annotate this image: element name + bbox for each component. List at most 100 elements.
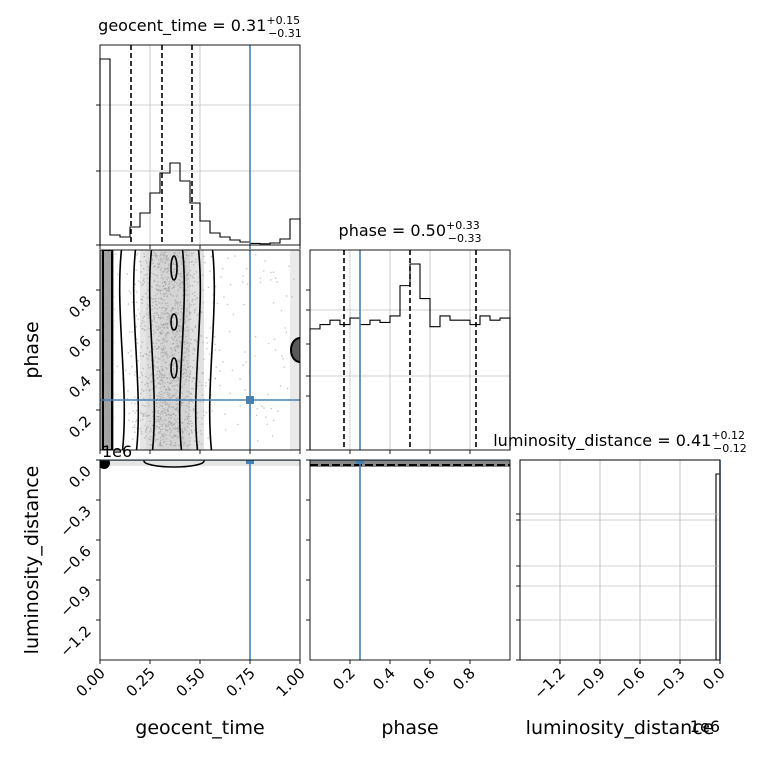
sample-point bbox=[153, 298, 155, 300]
sample-point bbox=[140, 271, 142, 273]
sample-point bbox=[169, 403, 171, 406]
sample-point bbox=[136, 301, 138, 304]
sample-point bbox=[168, 388, 170, 390]
sample-point bbox=[157, 357, 160, 360]
sample-point bbox=[174, 442, 177, 444]
sample-point bbox=[159, 439, 162, 442]
sample-point bbox=[159, 387, 161, 389]
sample-point bbox=[157, 347, 160, 350]
sample-point bbox=[183, 442, 186, 444]
sample-point bbox=[100, 419, 102, 422]
sample-point bbox=[117, 273, 119, 275]
sample-point bbox=[186, 310, 188, 312]
sample-point bbox=[189, 370, 192, 373]
sample-point bbox=[184, 411, 187, 413]
sample-point bbox=[167, 270, 169, 273]
sample-point bbox=[167, 305, 169, 307]
sample-point bbox=[282, 357, 285, 360]
sample-point bbox=[173, 408, 176, 410]
sample-point bbox=[156, 402, 159, 404]
sample-point bbox=[107, 256, 110, 259]
sample-point bbox=[152, 301, 154, 304]
sample-point bbox=[142, 317, 144, 319]
title-value: 0.41 bbox=[676, 431, 712, 450]
sample-point bbox=[163, 433, 166, 435]
sample-point bbox=[106, 363, 109, 366]
sample-point bbox=[226, 303, 229, 306]
sample-point bbox=[176, 284, 179, 287]
sample-point bbox=[155, 288, 157, 290]
sample-point bbox=[164, 346, 167, 349]
sample-point bbox=[180, 325, 182, 327]
sample-point bbox=[172, 286, 175, 289]
sample-point bbox=[172, 436, 174, 438]
sample-point bbox=[182, 444, 185, 446]
sample-point bbox=[186, 299, 188, 302]
sample-point bbox=[142, 418, 144, 421]
sample-point bbox=[107, 261, 110, 264]
sample-point bbox=[178, 335, 181, 338]
sample-point bbox=[147, 377, 150, 379]
sample-point bbox=[126, 397, 129, 400]
sample-point bbox=[167, 283, 170, 286]
sample-point bbox=[193, 303, 195, 306]
panel-luminosity_distance-frame bbox=[519, 459, 721, 661]
sample-point bbox=[163, 295, 166, 298]
sample-point bbox=[163, 423, 165, 425]
sample-point bbox=[163, 252, 165, 254]
sample-point bbox=[177, 430, 180, 433]
sample-point bbox=[284, 327, 287, 329]
sample-point bbox=[184, 418, 186, 421]
contour-line bbox=[194, 250, 202, 450]
contour-line bbox=[208, 250, 216, 450]
sample-point bbox=[145, 375, 147, 378]
sample-point bbox=[183, 352, 185, 354]
sample-point bbox=[170, 351, 173, 354]
sample-point bbox=[165, 322, 167, 325]
sample-point bbox=[106, 353, 108, 356]
sample-point bbox=[147, 316, 150, 319]
sample-point bbox=[163, 312, 165, 315]
sample-point bbox=[107, 395, 110, 397]
sample-point bbox=[185, 348, 188, 351]
sample-point bbox=[103, 374, 106, 376]
sample-point bbox=[145, 428, 148, 430]
sample-point bbox=[181, 281, 183, 284]
sample-point bbox=[232, 313, 235, 316]
sample-point bbox=[162, 293, 165, 296]
sample-point bbox=[143, 328, 146, 331]
sample-point bbox=[158, 369, 161, 372]
sample-point bbox=[165, 336, 168, 339]
sample-point bbox=[157, 373, 160, 376]
sample-point bbox=[201, 394, 204, 396]
sample-point bbox=[194, 298, 197, 301]
sample-point bbox=[147, 311, 150, 313]
contour-line bbox=[132, 250, 140, 450]
sample-point bbox=[273, 338, 276, 341]
sample-point bbox=[176, 342, 179, 345]
sample-point bbox=[173, 378, 175, 381]
sample-point bbox=[100, 281, 102, 284]
sample-point bbox=[209, 327, 212, 329]
sample-point bbox=[185, 266, 187, 268]
sample-point bbox=[188, 311, 191, 313]
sample-point bbox=[189, 409, 191, 412]
sample-point bbox=[158, 302, 161, 304]
contour-line bbox=[178, 250, 186, 450]
contour-line bbox=[148, 250, 156, 450]
sample-point bbox=[148, 404, 150, 407]
sample-point bbox=[174, 302, 177, 305]
sample-point bbox=[192, 352, 194, 355]
sample-point bbox=[181, 286, 184, 289]
sample-point bbox=[186, 362, 189, 365]
sample-point bbox=[157, 444, 160, 447]
sample-point bbox=[189, 440, 191, 442]
sample-point bbox=[129, 292, 132, 294]
sample-point bbox=[147, 266, 149, 268]
sample-point bbox=[168, 364, 170, 366]
sample-point bbox=[181, 315, 184, 317]
sample-point bbox=[179, 279, 181, 282]
tick-label-phase: 0.4 bbox=[369, 664, 399, 694]
sample-point bbox=[172, 395, 175, 397]
sample-point bbox=[159, 383, 161, 386]
